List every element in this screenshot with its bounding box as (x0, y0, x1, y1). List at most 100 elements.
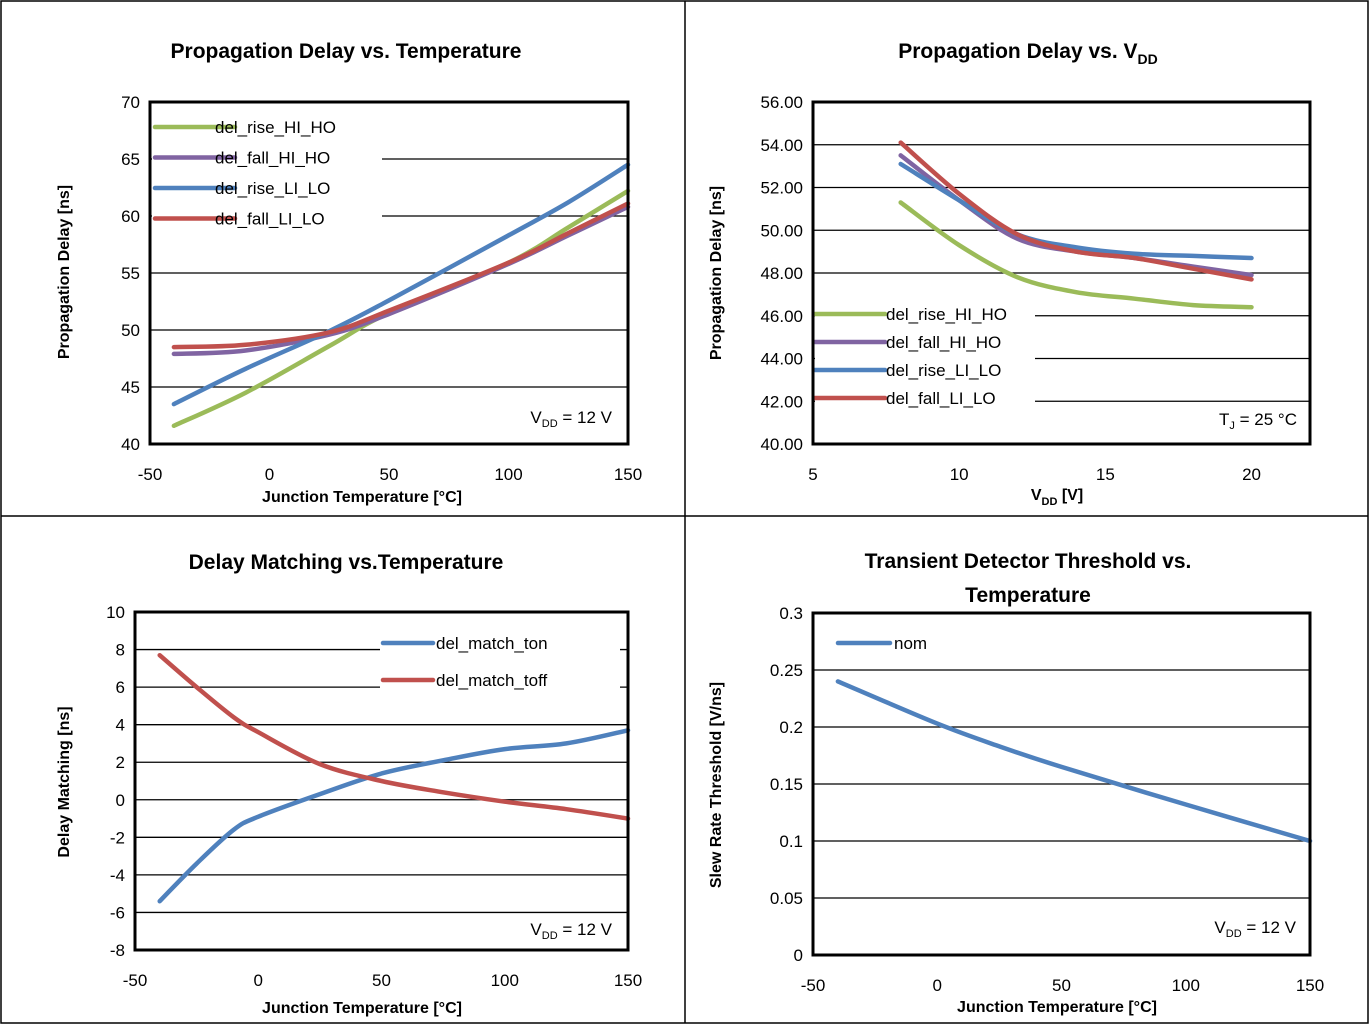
legend-entry-label: del_fall_HI_HO (215, 149, 330, 168)
x-tick-label: -50 (801, 976, 826, 995)
annotation-rest: = 12 V (558, 920, 613, 939)
x-tick-label: 0 (933, 976, 942, 995)
annotation-rest: = 12 V (1242, 918, 1297, 937)
annotation-main: V (530, 920, 542, 939)
y-tick-label: 0 (116, 791, 125, 810)
y-tick-label: 55 (121, 264, 140, 283)
y-tick-label: 0.3 (779, 604, 803, 623)
condition-annotation: VDD = 12 V (530, 920, 612, 942)
y-tick-label: 0.1 (779, 832, 803, 851)
series-line-nom (835, 679, 1313, 844)
y-tick-label: 0.15 (770, 775, 803, 794)
y-tick-label: 45 (121, 378, 140, 397)
y-tick-labels: 40.00 42.00 44.00 46.00 48.00 50.00 52.00 54.00… (760, 93, 803, 454)
series-line-del-rise-hi-ho (898, 200, 1254, 310)
condition-annotation: VDD = 12 V (1214, 918, 1296, 940)
x-tick-label: 5 (808, 465, 817, 484)
title-subscript: DD (1138, 51, 1158, 67)
plot-area-frame (133, 610, 630, 952)
y-tick-label: -8 (110, 941, 125, 960)
xlabel-main: V (1031, 487, 1042, 504)
annotation-subscript: J (1229, 420, 1235, 432)
x-axis-label: VDD [V] (1031, 487, 1083, 508)
x-axis-label: Junction Temperature [°C] (262, 489, 462, 506)
y-tick-label: 0 (794, 946, 803, 965)
y-axis-label: Slew Rate Threshold [V/ns] (708, 682, 725, 888)
x-tick-label: 10 (950, 465, 969, 484)
chart-title: Propagation Delay vs. VDD (898, 40, 1157, 67)
y-tick-label: 10 (106, 603, 125, 622)
x-tick-label: 150 (1296, 976, 1324, 995)
annotation-rest: = 25 °C (1235, 410, 1297, 429)
y-tick-label: 0.25 (770, 661, 803, 680)
condition-annotation: VDD = 12 V (530, 408, 612, 430)
y-tick-label: 4 (116, 716, 125, 735)
plot-area-frame (148, 100, 630, 446)
y-tick-label: 6 (116, 678, 125, 697)
legend: del_rise_HI_HO del_fall_HI_HO del_rise_LI_… (152, 113, 382, 233)
y-tick-label: 48.00 (760, 264, 803, 283)
x-tick-label: 100 (1172, 976, 1200, 995)
chart-delay-matching-vs-temperature: Delay Matching vs.Temperature del_match_… (56, 551, 642, 1017)
y-tick-label: 42.00 (760, 392, 803, 411)
xlabel-subscript: DD (1042, 496, 1058, 508)
title-main: Propagation Delay vs. V (898, 40, 1137, 63)
xlabel-rest: [V] (1057, 487, 1083, 504)
y-tick-label: 44.00 (760, 350, 803, 369)
legend-entry-label: del_rise_HI_HO (215, 118, 336, 137)
x-tick-labels: 5 10 15 20 (808, 465, 1261, 484)
y-tick-label: 50 (121, 321, 140, 340)
y-tick-label: -6 (110, 903, 125, 922)
annotation-rest: = 12 V (558, 408, 613, 427)
x-axis-label: Junction Temperature [°C] (957, 999, 1157, 1016)
condition-annotation: TJ = 25 °C (1219, 410, 1297, 432)
y-tick-labels: 0 0.05 0.1 0.15 0.2 0.25 0.3 (770, 604, 803, 965)
annotation-main: V (530, 408, 542, 427)
x-tick-label: 150 (614, 971, 642, 990)
y-axis-label: Propagation Delay [ns] (708, 186, 725, 360)
chart-propagation-delay-vs-vdd: Propagation Delay vs. VDD del_rise_HI_HO… (708, 40, 1312, 508)
chart-title: Propagation Delay vs. Temperature (171, 40, 522, 63)
x-tick-label: 100 (494, 465, 522, 484)
y-tick-label: 0.05 (770, 889, 803, 908)
x-tick-label: 15 (1096, 465, 1115, 484)
y-tick-labels: -8 -6 -4 -2 0 2 4 6 8 10 (106, 603, 125, 960)
y-tick-label: -4 (110, 866, 125, 885)
y-tick-label: -2 (110, 828, 125, 847)
legend-entry-label: del_fall_HI_HO (886, 333, 1001, 352)
y-tick-label: 40.00 (760, 435, 803, 454)
x-tick-label: 150 (614, 465, 642, 484)
series-line-del-fall-li-lo (171, 201, 631, 350)
annotation-subscript: DD (542, 930, 558, 942)
series-line-del-rise-li-lo (898, 161, 1254, 261)
y-axis-label: Propagation Delay [ns] (56, 185, 73, 359)
legend-entry-label: nom (894, 634, 927, 653)
annotation-subscript: DD (1226, 928, 1242, 940)
chart-title-line1: Transient Detector Threshold vs. (865, 550, 1192, 573)
legend-entry-label: del_rise_LI_LO (215, 179, 330, 198)
series-line-del-rise-li-lo (171, 162, 631, 407)
y-axis-label: Delay Matching [ns] (56, 706, 73, 857)
y-tick-label: 2 (116, 753, 125, 772)
plot-area-frame (811, 611, 1312, 957)
plot-area-frame (811, 100, 1312, 446)
x-tick-labels: -50 0 50 100 150 (123, 971, 642, 990)
x-tick-labels: -50 0 50 100 150 (801, 976, 1324, 995)
series-line-del-match-ton (157, 728, 631, 904)
chart-title: Delay Matching vs.Temperature (189, 551, 504, 574)
y-tick-label: 56.00 (760, 93, 803, 112)
y-tick-label: 54.00 (760, 136, 803, 155)
legend-entry-label: del_rise_LI_LO (886, 361, 1001, 380)
chart-propagation-delay-vs-temperature: Propagation Delay vs. Temperature del_ri… (56, 40, 642, 506)
y-tick-label: 0.2 (779, 718, 803, 737)
x-tick-labels: -50 0 50 100 150 (138, 465, 642, 484)
y-tick-label: 52.00 (760, 179, 803, 198)
annotation-main: T (1219, 410, 1229, 429)
y-tick-label: 46.00 (760, 307, 803, 326)
gridlines (813, 612, 1310, 956)
legend-entry-label: del_rise_HI_HO (886, 305, 1007, 324)
legend-background (152, 113, 382, 233)
y-tick-label: 50.00 (760, 221, 803, 240)
y-tick-label: 60 (121, 207, 140, 226)
